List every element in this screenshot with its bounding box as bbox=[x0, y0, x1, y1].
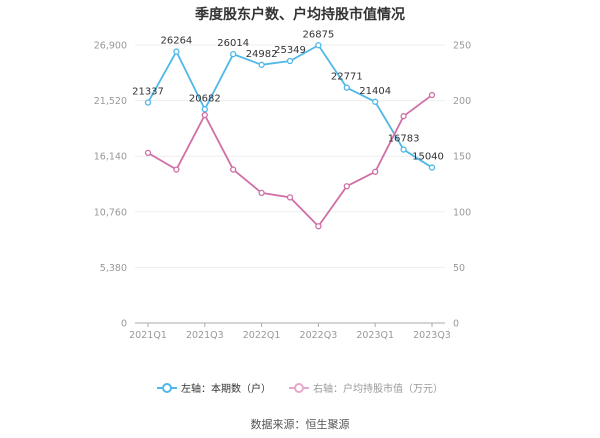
data-point[interactable] bbox=[286, 194, 294, 201]
right-axis-tick: 100 bbox=[453, 207, 471, 218]
left-axis-tick: 0 bbox=[121, 319, 127, 330]
data-label: 26875 bbox=[302, 29, 334, 40]
right-axis-tick: 150 bbox=[453, 152, 471, 163]
x-axis-tick: 2021Q1 bbox=[129, 330, 167, 341]
legend-label-left: 左轴：本期数（户） bbox=[181, 384, 271, 395]
data-point[interactable] bbox=[315, 223, 322, 230]
legend: 左轴：本期数（户） 右轴：户均持股市值（万元） bbox=[0, 380, 600, 395]
data-point[interactable] bbox=[201, 106, 208, 113]
left-axis-tick: 21,520 bbox=[94, 96, 127, 107]
data-label: 24982 bbox=[246, 49, 278, 60]
data-label: 21404 bbox=[359, 86, 391, 97]
data-point[interactable] bbox=[230, 51, 237, 58]
data-point[interactable] bbox=[400, 113, 407, 120]
data-label: 21337 bbox=[132, 86, 164, 97]
legend-label-right: 右轴：户均持股市值（万元） bbox=[313, 384, 443, 395]
x-axis-tick: 2021Q3 bbox=[186, 330, 224, 341]
data-point[interactable] bbox=[230, 166, 237, 173]
data-point[interactable] bbox=[258, 189, 265, 197]
data-point[interactable] bbox=[428, 91, 436, 99]
data-point[interactable] bbox=[173, 166, 180, 173]
data-point[interactable] bbox=[343, 183, 350, 190]
blue-line-marker-icon bbox=[157, 382, 177, 393]
data-point[interactable] bbox=[144, 99, 152, 106]
x-axis-tick: 2022Q1 bbox=[243, 330, 281, 341]
data-point[interactable] bbox=[343, 84, 350, 91]
pink-line-marker-icon bbox=[289, 382, 309, 393]
data-point[interactable] bbox=[315, 42, 322, 49]
data-source: 数据来源：恒生聚源 bbox=[250, 418, 350, 431]
x-axis-tick: 2023Q3 bbox=[413, 330, 451, 341]
right-axis-tick: 0 bbox=[453, 319, 459, 330]
data-point[interactable] bbox=[400, 146, 407, 153]
right-axis-tick: 50 bbox=[453, 263, 465, 274]
data-point[interactable] bbox=[144, 149, 152, 157]
data-point[interactable] bbox=[258, 61, 265, 68]
data-label: 25349 bbox=[274, 45, 306, 56]
data-point[interactable] bbox=[372, 98, 379, 105]
data-point[interactable] bbox=[286, 57, 294, 65]
legend-item-left-axis[interactable]: 左轴：本期数（户） bbox=[157, 380, 271, 395]
x-axis-tick: 2022Q3 bbox=[300, 330, 338, 341]
data-point[interactable] bbox=[372, 168, 379, 175]
data-point[interactable] bbox=[201, 111, 208, 119]
line-chart: 0 5,380 10,760 16,140 21,520 26,900 0 50 100 150 2… bbox=[94, 29, 471, 341]
right-axis-tick: 250 bbox=[453, 41, 471, 52]
left-axis-tick: 16,140 bbox=[94, 152, 127, 163]
data-label: 20682 bbox=[189, 93, 221, 104]
left-axis-tick: 26,900 bbox=[94, 41, 127, 52]
data-label: 16783 bbox=[388, 134, 420, 145]
data-label: 26014 bbox=[217, 38, 249, 49]
x-axis-tick: 2023Q1 bbox=[356, 330, 394, 341]
chart-title: 季度股东户数、户均持股市值情况 bbox=[195, 7, 405, 23]
right-axis-tick: 200 bbox=[453, 96, 471, 107]
left-axis-tick: 10,760 bbox=[94, 207, 127, 218]
data-point[interactable] bbox=[428, 164, 436, 171]
data-label: 26264 bbox=[160, 36, 192, 47]
legend-item-right-axis[interactable]: 右轴：户均持股市值（万元） bbox=[289, 380, 443, 395]
left-axis-tick: 5,380 bbox=[100, 263, 127, 274]
right-axis-series-line bbox=[147, 94, 433, 228]
data-label: 22771 bbox=[331, 72, 363, 83]
data-label: 15040 bbox=[412, 152, 444, 163]
data-point[interactable] bbox=[173, 48, 180, 55]
